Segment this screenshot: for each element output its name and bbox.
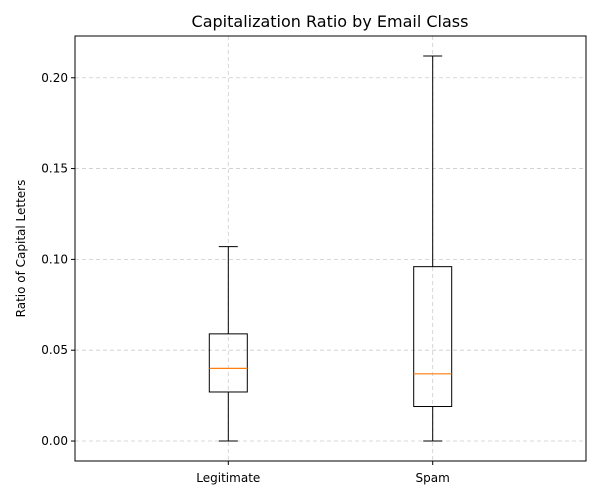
tick-layer: 0.00 0.05 0.10 0.15 0.20 Legitimate Spam bbox=[41, 71, 450, 485]
x-tick-label: Legitimate bbox=[196, 471, 260, 485]
chart-title: Capitalization Ratio by Email Class bbox=[192, 12, 469, 31]
y-tick-label: 0.05 bbox=[41, 343, 68, 357]
box-layer bbox=[208, 55, 453, 442]
y-tick-label: 0.00 bbox=[41, 434, 68, 448]
y-tick-label: 0.20 bbox=[41, 71, 68, 85]
box-legitimate bbox=[208, 246, 248, 442]
y-tick-label: 0.10 bbox=[41, 252, 68, 266]
plot-frame bbox=[74, 35, 587, 462]
box-spam bbox=[413, 55, 453, 442]
iqr-box bbox=[208, 333, 248, 393]
x-tick-label: Spam bbox=[416, 471, 450, 485]
y-axis-label: Ratio of Capital Letters bbox=[14, 180, 28, 318]
iqr-box bbox=[413, 266, 453, 408]
y-tick-label: 0.15 bbox=[41, 162, 68, 176]
